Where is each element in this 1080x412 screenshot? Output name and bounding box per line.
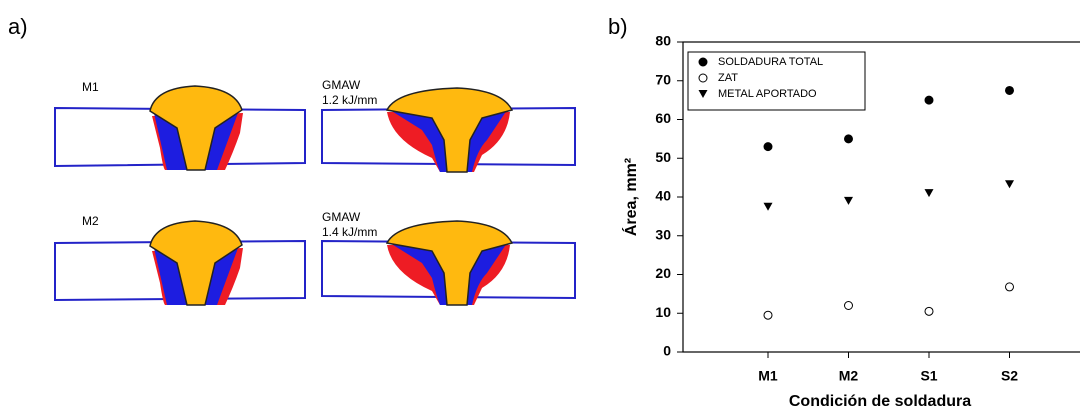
- weld-wide: [321, 220, 576, 306]
- x-tick-label: M1: [758, 368, 778, 384]
- panel-label: a): [8, 14, 28, 39]
- x-tick-label: M2: [839, 368, 859, 384]
- y-tick-label: 10: [655, 304, 671, 320]
- legend-marker: [698, 73, 708, 83]
- x-tick-label: S1: [920, 368, 937, 384]
- point: [763, 310, 773, 320]
- point: [763, 142, 773, 152]
- y-axis-label: Área, mm²: [621, 158, 640, 236]
- y-tick-label: 50: [655, 149, 671, 165]
- weld-label: GMAW: [322, 210, 361, 224]
- y-tick-label: 0: [663, 343, 671, 359]
- legend-marker: [698, 90, 708, 98]
- legend-label: ZAT: [718, 72, 738, 84]
- weld-narrow: [54, 220, 306, 306]
- weld-label: M1: [82, 80, 99, 94]
- weld-energy: 1.2 kJ/mm: [322, 93, 377, 107]
- y-tick-label: 70: [655, 71, 671, 87]
- weld-label: GMAW: [322, 78, 361, 92]
- weld-energy: 1.4 kJ/mm: [322, 225, 377, 239]
- legend-marker: [698, 57, 708, 67]
- point: [1005, 85, 1014, 95]
- point: [1005, 180, 1014, 189]
- legend-label: SOLDADURA TOTAL: [718, 56, 823, 68]
- legend-box: [687, 51, 866, 111]
- y-tick-label: 20: [655, 265, 671, 281]
- y-tick-label: 40: [655, 188, 671, 204]
- legend-label: METAL APORTADO: [718, 88, 817, 100]
- point: [844, 134, 853, 144]
- point: [844, 301, 853, 310]
- point: [924, 95, 934, 105]
- x-tick-label: S2: [1001, 368, 1018, 384]
- panel-label: b): [608, 14, 628, 39]
- point: [1005, 282, 1014, 292]
- x-axis-label: Condición de soldadura: [789, 393, 971, 410]
- point: [924, 189, 934, 198]
- y-tick-label: 60: [655, 110, 671, 126]
- point: [763, 202, 773, 211]
- weld-label: M2: [82, 214, 99, 228]
- weld-wide: [321, 87, 576, 173]
- point: [844, 196, 853, 205]
- y-tick-label: 30: [655, 226, 671, 242]
- y-tick-label: 80: [655, 33, 671, 49]
- point: [924, 306, 934, 316]
- weld-narrow: [54, 85, 306, 171]
